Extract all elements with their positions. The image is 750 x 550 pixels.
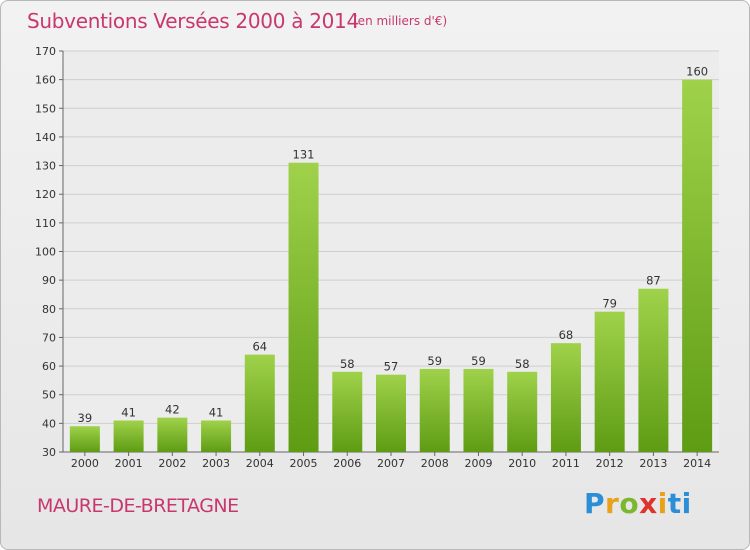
bar — [157, 417, 188, 452]
y-tick-label: 80 — [42, 303, 56, 316]
value-label: 41 — [209, 405, 224, 419]
x-tick-label: 2000 — [71, 457, 99, 470]
x-tick-label: 2006 — [333, 457, 361, 470]
value-label: 58 — [340, 357, 355, 371]
value-label: 59 — [471, 354, 486, 368]
value-label: 160 — [686, 65, 708, 79]
bars — [69, 79, 713, 453]
x-tick-label: 2004 — [246, 457, 274, 470]
value-label: 68 — [559, 328, 574, 342]
x-tick-label: 2011 — [552, 457, 580, 470]
y-tick-label: 70 — [42, 331, 56, 344]
value-label: 42 — [165, 403, 180, 417]
y-tick-label: 120 — [35, 188, 56, 201]
y-tick-label: 140 — [35, 131, 56, 144]
logo-letter: x — [639, 487, 658, 520]
y-tick-label: 40 — [42, 417, 56, 430]
x-tick-label: 2013 — [639, 457, 667, 470]
y-tick-label: 170 — [35, 45, 56, 58]
bar — [332, 371, 363, 452]
logo-letter: ti — [667, 487, 692, 520]
value-label: 41 — [121, 405, 136, 419]
y-tick-label: 30 — [42, 446, 56, 459]
x-tick-label: 2002 — [158, 457, 186, 470]
y-tick-label: 110 — [35, 217, 56, 230]
value-label: 39 — [78, 411, 93, 425]
x-tick-label: 2009 — [464, 457, 492, 470]
logo-letter: o — [619, 487, 640, 520]
bar — [507, 371, 538, 452]
y-tick-label: 100 — [35, 246, 56, 259]
bar — [288, 162, 319, 452]
value-label: 59 — [427, 354, 442, 368]
value-label: 64 — [252, 340, 267, 354]
bar — [682, 79, 713, 453]
place-name: MAURE-DE-BRETAGNE — [37, 495, 239, 517]
y-tick-label: 50 — [42, 389, 56, 402]
x-tick-label: 2003 — [202, 457, 230, 470]
y-tick-label: 60 — [42, 360, 56, 373]
proxiti-logo: Proxiti — [584, 487, 692, 520]
x-tick-label: 2001 — [115, 457, 143, 470]
value-label: 131 — [293, 148, 315, 162]
x-tick-label: 2014 — [683, 457, 711, 470]
value-label: 58 — [515, 357, 530, 371]
bar — [463, 368, 494, 452]
logo-letter: i — [657, 487, 668, 520]
y-tick-label: 130 — [35, 160, 56, 173]
chart-subtitle: (en milliers d'€) — [353, 14, 448, 28]
y-tick-label: 150 — [35, 102, 56, 115]
value-label: 79 — [602, 297, 617, 311]
bar — [113, 420, 144, 452]
bar — [594, 311, 625, 452]
logo-letter: r — [605, 487, 620, 520]
bar — [201, 420, 232, 452]
bar — [69, 426, 100, 452]
x-tick-label: 2010 — [508, 457, 536, 470]
x-tick-label: 2012 — [596, 457, 624, 470]
logo-letter: P — [584, 487, 606, 520]
chart-title: Subventions Versées 2000 à 2014 — [27, 9, 359, 33]
bar — [638, 288, 669, 452]
bar — [376, 374, 406, 452]
y-tick-label: 160 — [35, 74, 56, 87]
bar — [550, 343, 581, 452]
value-label: 57 — [384, 360, 399, 374]
bar — [419, 368, 450, 452]
x-tick-label: 2005 — [290, 457, 318, 470]
y-tick-label: 90 — [42, 274, 56, 287]
value-label: 87 — [646, 274, 661, 288]
bar — [244, 354, 275, 452]
x-tick-label: 2007 — [377, 457, 405, 470]
labels: 30 40 50 60 70 80 90 100 110 120 130 140 150 160 170 39… — [35, 45, 711, 470]
x-tick-label: 2008 — [421, 457, 449, 470]
